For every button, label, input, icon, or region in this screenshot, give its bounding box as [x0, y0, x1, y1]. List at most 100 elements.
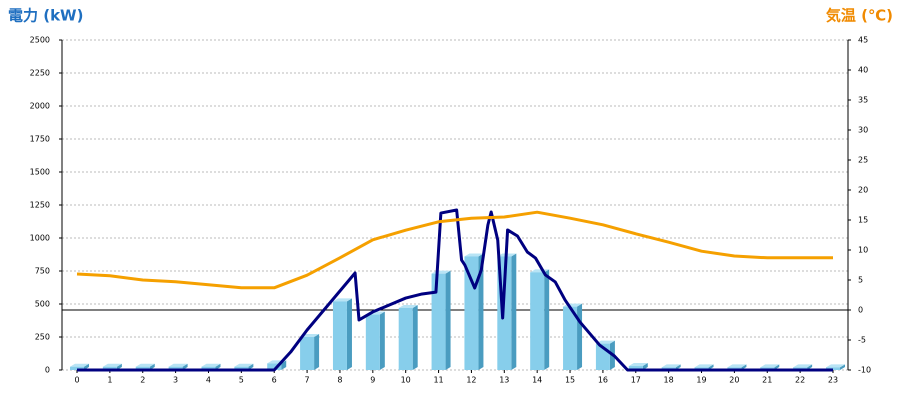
y2-tick-label: 30	[858, 126, 868, 135]
x-tick-label: 18	[664, 376, 674, 385]
y2-tick-label: -10	[858, 366, 871, 375]
bar-top	[760, 364, 780, 368]
bar	[135, 363, 155, 370]
bar	[398, 304, 418, 370]
x-tick-label: 6	[272, 376, 277, 385]
y2-axis-title: 気温 (℃)	[826, 7, 893, 25]
bar-front	[234, 366, 249, 370]
bar-top	[661, 364, 681, 368]
bar-top	[398, 304, 418, 308]
bar-front	[135, 366, 150, 370]
bar-side	[445, 270, 451, 370]
bar-front	[563, 306, 578, 370]
y2-tick-label: 20	[858, 186, 868, 195]
bar	[332, 298, 352, 370]
y-tick-label: 500	[35, 300, 50, 309]
bar-front	[628, 366, 643, 370]
bar-front	[300, 337, 315, 370]
y-tick-label: 1250	[30, 201, 50, 210]
bar-side	[314, 334, 320, 370]
x-tick-label: 12	[466, 376, 476, 385]
y-tick-label: 2000	[30, 102, 50, 111]
y2-tick-label: 45	[858, 36, 868, 45]
y-tick-label: 1000	[30, 234, 50, 243]
y-tick-label: 0	[45, 366, 50, 375]
x-tick-label: 13	[499, 376, 509, 385]
x-tick-label: 22	[795, 376, 805, 385]
x-tick-label: 7	[305, 376, 310, 385]
x-tick-label: 3	[173, 376, 178, 385]
bar-front	[201, 366, 216, 370]
y-tick-label: 1500	[30, 168, 50, 177]
bar-top	[464, 253, 484, 257]
bar-front	[398, 307, 413, 370]
bar-side	[149, 363, 155, 370]
bar-front	[464, 256, 479, 370]
bar	[70, 363, 89, 370]
x-tick-label: 2	[140, 376, 145, 385]
bar-side	[511, 253, 517, 370]
bar-top	[332, 298, 352, 302]
bar-top	[70, 363, 89, 367]
bar-top	[826, 364, 845, 368]
y-tick-label: 2250	[30, 69, 50, 78]
bar-side	[379, 311, 385, 370]
x-tick-label: 8	[337, 376, 342, 385]
bar-front	[168, 366, 183, 370]
x-tick-label: 17	[631, 376, 641, 385]
bar	[168, 363, 188, 370]
y-tick-label: 1750	[30, 135, 50, 144]
bar-side	[346, 298, 352, 370]
bar	[431, 270, 451, 370]
bar-top	[102, 363, 122, 367]
bar-top	[234, 363, 254, 367]
y2-tick-label: -5	[858, 336, 866, 345]
bar	[201, 363, 221, 370]
bar-top	[168, 363, 188, 367]
temperature-line	[76, 210, 833, 290]
bar-top	[201, 363, 221, 367]
x-tick-label: 16	[598, 376, 608, 385]
bar-front	[267, 363, 282, 370]
bar-side	[478, 253, 484, 370]
bar-front	[332, 301, 347, 370]
bar-top	[595, 340, 615, 344]
bar-side	[182, 363, 188, 370]
y-tick-label: 750	[35, 267, 50, 276]
bar-side	[84, 363, 89, 370]
x-tick-label: 15	[565, 376, 575, 385]
bar-front	[70, 366, 84, 370]
x-tick-label: 14	[532, 376, 542, 385]
bar-side	[544, 269, 550, 370]
x-tick-label: 23	[828, 376, 838, 385]
y2-tick-label: 35	[858, 96, 868, 105]
x-tick-label: 10	[401, 376, 411, 385]
bar-front	[365, 314, 380, 370]
bar-side	[248, 363, 254, 370]
bar-side	[577, 303, 583, 370]
x-tick-label: 11	[433, 376, 443, 385]
bar	[300, 334, 320, 370]
bar-top	[727, 364, 747, 368]
y2-tick-label: 5	[858, 276, 863, 285]
y-tick-label: 2500	[30, 36, 50, 45]
bar	[628, 363, 648, 370]
power-line	[77, 208, 833, 372]
x-tick-label: 0	[74, 376, 79, 385]
bar-front	[102, 366, 117, 370]
y2-tick-label: 10	[858, 246, 868, 255]
x-tick-label: 9	[370, 376, 375, 385]
y2-tick-label: 40	[858, 66, 868, 75]
y2-tick-label: 0	[858, 306, 863, 315]
bar	[234, 363, 254, 370]
bar	[530, 269, 550, 370]
x-tick-label: 20	[729, 376, 739, 385]
bar	[102, 363, 122, 370]
bar-side	[412, 304, 418, 370]
bar-side	[642, 363, 648, 370]
y-tick-label: 250	[35, 333, 50, 342]
bar-top	[694, 364, 714, 368]
bar-top	[628, 363, 648, 367]
bar-side	[215, 363, 221, 370]
